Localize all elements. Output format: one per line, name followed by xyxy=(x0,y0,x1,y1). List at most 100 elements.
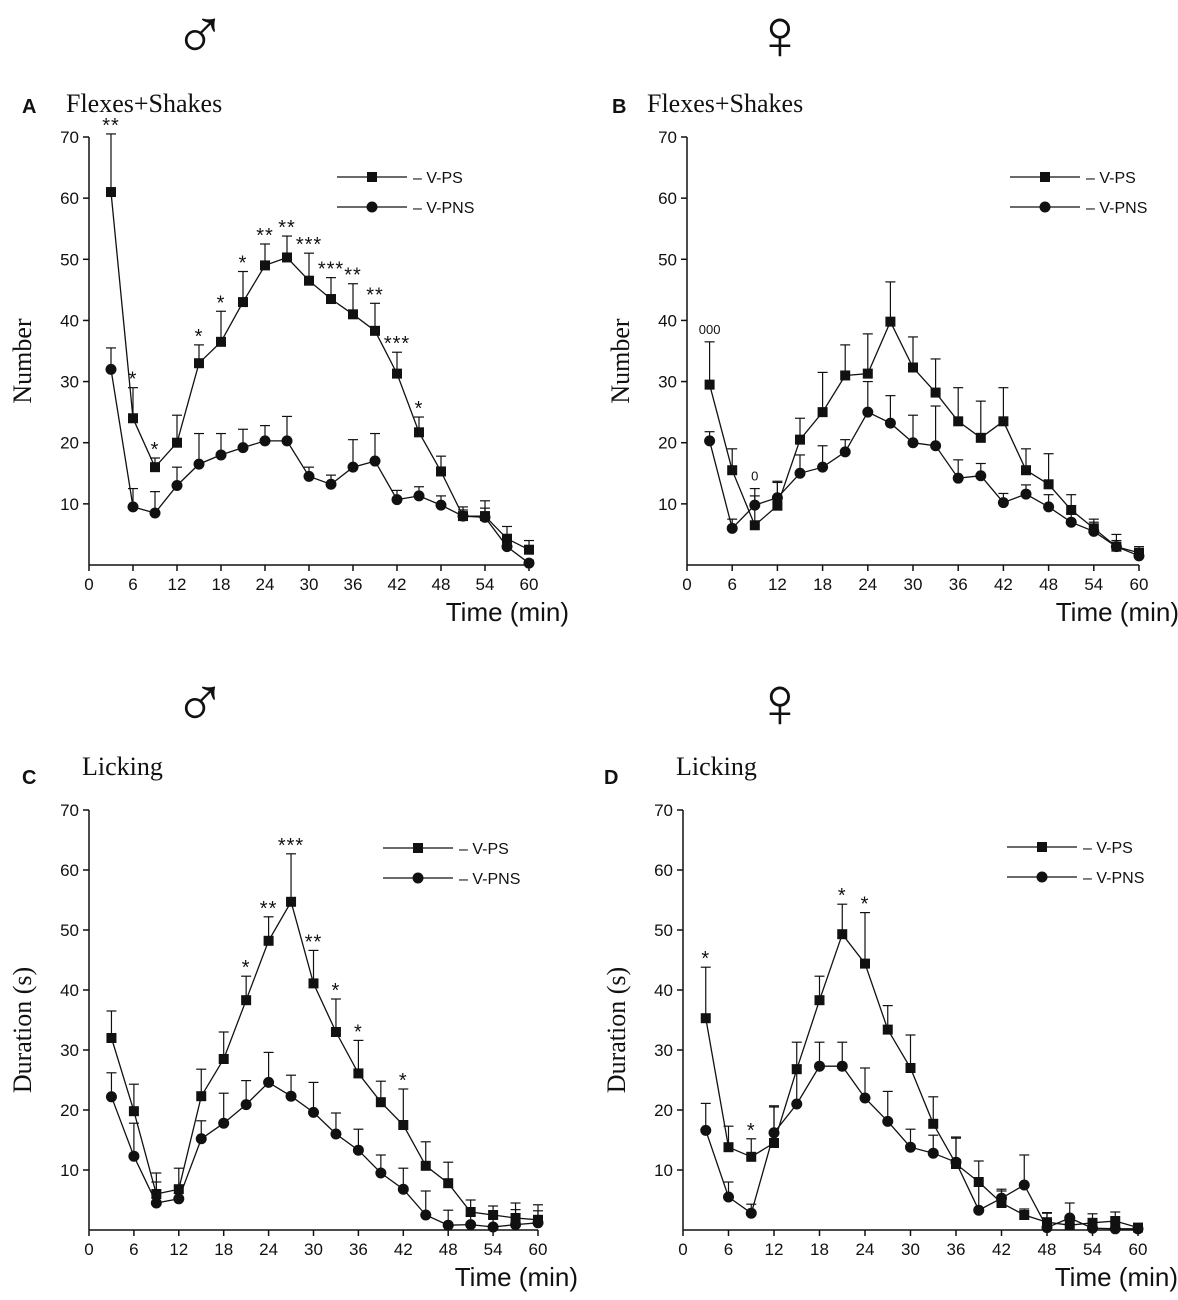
data-point xyxy=(370,325,380,336)
significance-label: ** xyxy=(366,284,384,306)
panel-c: ♂ C Licking 10 20 30 40 50 60 70 0 6 12 18 24 30 36 42 48 5… xyxy=(8,663,578,1292)
data-point xyxy=(814,1060,825,1072)
data-point xyxy=(218,1054,229,1064)
data-point xyxy=(286,896,297,907)
data-point xyxy=(172,437,182,448)
significance-label: 000 xyxy=(699,322,721,337)
legend-label: – V-PNS xyxy=(413,200,474,217)
panel-letter: B xyxy=(612,96,626,118)
data-point xyxy=(1087,1222,1098,1234)
y-tick-label: 50 xyxy=(654,921,673,940)
y-axis-label: Duration (s) xyxy=(602,967,631,1093)
data-point xyxy=(420,1209,432,1221)
data-point xyxy=(908,362,918,373)
x-axis-label: Time (min) xyxy=(1056,597,1178,627)
data-point xyxy=(391,494,403,506)
data-point xyxy=(150,1197,162,1209)
data-point xyxy=(907,437,919,449)
data-point xyxy=(882,1115,894,1127)
x-tick-label: 54 xyxy=(484,1240,503,1259)
data-point xyxy=(128,1150,140,1162)
data-point xyxy=(840,370,851,381)
series-line xyxy=(705,932,1139,1229)
x-tick-label: 18 xyxy=(212,575,231,594)
series-v-pns xyxy=(105,347,535,569)
x-axis-label: Time (min) xyxy=(446,597,569,627)
data-point xyxy=(973,1177,984,1187)
x-tick-label: 54 xyxy=(476,575,495,594)
data-point xyxy=(839,446,851,458)
data-point xyxy=(795,434,805,445)
x-tick-label: 12 xyxy=(169,1240,188,1259)
x-tick-label: 0 xyxy=(682,575,691,594)
data-point xyxy=(1020,488,1032,500)
series-v-ps xyxy=(700,903,1143,1233)
data-point xyxy=(1109,1223,1121,1235)
significance-label: * xyxy=(195,326,204,348)
x-tick-label: 30 xyxy=(300,575,319,594)
data-point xyxy=(700,1013,711,1024)
data-point xyxy=(193,458,205,470)
data-point xyxy=(442,1219,454,1231)
data-point xyxy=(996,1192,1007,1204)
data-point xyxy=(1132,1223,1144,1235)
significance-label: 0 xyxy=(751,469,758,484)
significance-label: * xyxy=(242,957,251,979)
series-line xyxy=(110,369,530,564)
data-point xyxy=(1133,550,1145,562)
x-tick-label: 18 xyxy=(813,575,832,594)
data-point xyxy=(905,1063,916,1073)
data-point xyxy=(726,522,738,534)
x-tick-label: 42 xyxy=(394,1240,413,1259)
data-point xyxy=(281,435,293,447)
x-tick-label: 42 xyxy=(388,575,407,594)
data-point xyxy=(953,416,964,427)
data-point xyxy=(105,1091,117,1103)
y-tick-label: 30 xyxy=(654,1041,673,1060)
significance-label: ** xyxy=(305,931,323,953)
y-tick-label: 20 xyxy=(60,434,79,453)
data-point xyxy=(106,1033,117,1043)
legend: – V-PS – V-PNS xyxy=(383,841,520,888)
data-point xyxy=(308,978,319,989)
data-point xyxy=(884,417,896,429)
significance-label: *** xyxy=(318,259,344,281)
data-point xyxy=(723,1191,734,1203)
data-point xyxy=(435,499,447,511)
data-point xyxy=(375,1097,386,1108)
data-point xyxy=(745,1207,757,1219)
legend: – V-PS – V-PNS xyxy=(1007,840,1144,887)
data-point xyxy=(1088,525,1100,537)
data-point xyxy=(837,929,848,940)
y-tick-label: 60 xyxy=(60,189,79,208)
legend-marker xyxy=(1036,871,1048,883)
data-point xyxy=(749,499,761,511)
x-tick-label: 36 xyxy=(344,575,363,594)
data-point xyxy=(240,1099,252,1111)
y-tick-label: 20 xyxy=(654,1101,673,1120)
panel-letter: A xyxy=(22,96,36,118)
x-tick-label: 60 xyxy=(1130,575,1149,594)
data-point xyxy=(1043,501,1055,513)
legend: – V-PS – V-PNS xyxy=(337,170,474,217)
x-tick-label: 42 xyxy=(992,1240,1011,1259)
data-point xyxy=(173,1193,185,1205)
legend-label: – V-PS xyxy=(413,170,463,187)
panel-title: Licking xyxy=(82,752,163,781)
data-point xyxy=(282,252,292,263)
legend-label: – V-PS xyxy=(1086,170,1136,187)
data-point xyxy=(1018,1179,1030,1191)
data-point xyxy=(772,500,783,511)
data-point xyxy=(532,1217,544,1229)
data-point xyxy=(862,406,874,418)
data-point xyxy=(905,1141,916,1153)
data-point xyxy=(196,1091,207,1102)
data-point xyxy=(768,1127,780,1139)
data-point xyxy=(723,1142,734,1153)
data-point xyxy=(704,379,715,390)
x-axis-label: Time (min) xyxy=(1055,1262,1178,1292)
data-point xyxy=(330,1128,342,1140)
x-tick-label: 6 xyxy=(727,575,736,594)
panel-d: ♀ D Licking 10 20 30 40 50 60 70 0 6 12 18 24 30 36 42 48 5… xyxy=(602,663,1178,1292)
series-line xyxy=(708,411,1140,557)
